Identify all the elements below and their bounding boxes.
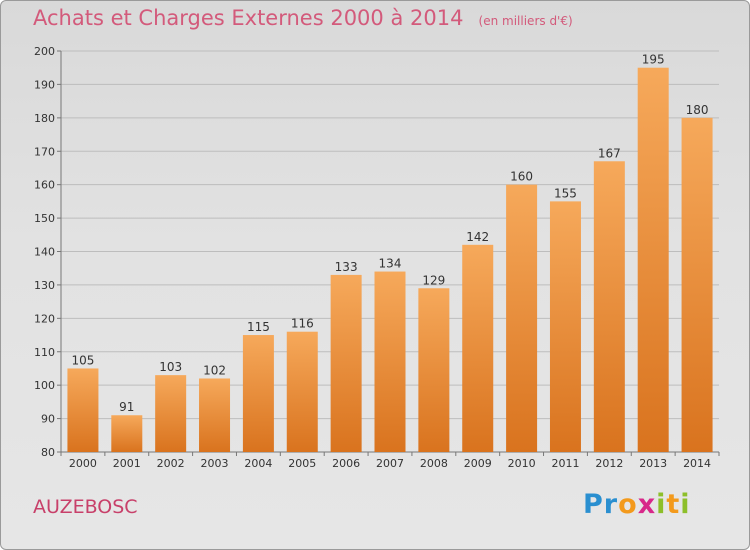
y-tick-label: 80 bbox=[41, 446, 55, 459]
bar-2011 bbox=[549, 201, 581, 452]
x-tick-label: 2001 bbox=[113, 457, 141, 470]
x-tick-label: 2006 bbox=[332, 457, 360, 470]
x-tick-label: 2003 bbox=[201, 457, 229, 470]
bar-2010 bbox=[506, 184, 538, 452]
x-tick-label: 2012 bbox=[595, 457, 623, 470]
y-tick-label: 170 bbox=[34, 145, 55, 158]
y-tick-label: 140 bbox=[34, 246, 55, 259]
y-tick-label: 160 bbox=[34, 179, 55, 192]
bar-value-label: 133 bbox=[335, 260, 358, 274]
bar-2009 bbox=[462, 244, 494, 452]
proxiti-logo[interactable]: Proxiti bbox=[583, 489, 691, 520]
bar-value-label: 102 bbox=[203, 363, 226, 377]
bar-2013 bbox=[637, 67, 669, 452]
bar-2000 bbox=[67, 368, 99, 452]
bar-2008 bbox=[418, 288, 450, 452]
bar-2003 bbox=[199, 378, 231, 452]
y-tick-label: 110 bbox=[34, 346, 55, 359]
x-tick-label: 2009 bbox=[464, 457, 492, 470]
bar-2012 bbox=[593, 161, 625, 452]
logo-letter: r bbox=[603, 489, 619, 520]
x-tick-label: 2013 bbox=[639, 457, 667, 470]
chart-title: Achats et Charges Externes 2000 à 2014 bbox=[33, 6, 464, 30]
bar-2001 bbox=[111, 415, 143, 452]
bars bbox=[67, 67, 713, 452]
bar-2014 bbox=[681, 117, 713, 452]
x-tick-label: 2004 bbox=[244, 457, 272, 470]
y-tick-label: 100 bbox=[34, 379, 55, 392]
bar-value-label: 129 bbox=[422, 273, 445, 287]
y-tick-label: 180 bbox=[34, 112, 55, 125]
y-tick-label: 150 bbox=[34, 212, 55, 225]
bar-value-label: 160 bbox=[510, 170, 533, 184]
place-name: AUZEBOSC bbox=[33, 496, 138, 518]
tick-labels: 80 90 100 110 120 130 140 150 160 170 180 190 200 200… bbox=[34, 45, 711, 470]
chart-subtitle: (en milliers d'€) bbox=[478, 14, 573, 28]
bar-value-label: 105 bbox=[71, 353, 94, 367]
logo-letter: i bbox=[656, 489, 667, 520]
x-tick-label: 2010 bbox=[508, 457, 536, 470]
y-tick-label: 190 bbox=[34, 78, 55, 91]
logo-letter: o bbox=[618, 489, 638, 520]
bar-2006 bbox=[330, 274, 362, 452]
logo-letter: t bbox=[666, 489, 681, 520]
bar-value-label: 116 bbox=[291, 317, 314, 331]
chart-title-block: Achats et Charges Externes 2000 à 2014 (… bbox=[33, 6, 573, 30]
bar-2004 bbox=[242, 335, 274, 452]
logo-letter: x bbox=[637, 489, 657, 520]
logo-letter: P bbox=[583, 489, 604, 520]
bar-2007 bbox=[374, 271, 406, 452]
y-tick-label: 200 bbox=[34, 45, 55, 58]
x-tick-label: 2008 bbox=[420, 457, 448, 470]
x-tick-label: 2005 bbox=[288, 457, 316, 470]
x-tick-label: 2002 bbox=[157, 457, 185, 470]
bar-2002 bbox=[155, 375, 187, 452]
x-tick-label: 2014 bbox=[683, 457, 711, 470]
y-tick-label: 90 bbox=[41, 413, 55, 426]
x-tick-label: 2000 bbox=[69, 457, 97, 470]
bar-value-label: 103 bbox=[159, 360, 182, 374]
data-labels: 105 91 103 102 115 116 133 134 129 142 160 155 167 19… bbox=[71, 53, 708, 415]
bar-value-label: 91 bbox=[119, 400, 134, 414]
bar-value-label: 142 bbox=[466, 230, 489, 244]
bar-value-label: 180 bbox=[686, 103, 709, 117]
bar-value-label: 195 bbox=[642, 53, 665, 67]
y-tick-label: 120 bbox=[34, 312, 55, 325]
bar-value-label: 115 bbox=[247, 320, 270, 334]
logo-letter: i bbox=[680, 489, 691, 520]
x-tick-label: 2011 bbox=[551, 457, 579, 470]
x-tick-label: 2007 bbox=[376, 457, 404, 470]
y-tick-label: 130 bbox=[34, 279, 55, 292]
bar-value-label: 155 bbox=[554, 186, 577, 200]
bar-value-label: 134 bbox=[379, 257, 402, 271]
bar-2005 bbox=[286, 331, 318, 452]
bar-value-label: 167 bbox=[598, 146, 621, 160]
